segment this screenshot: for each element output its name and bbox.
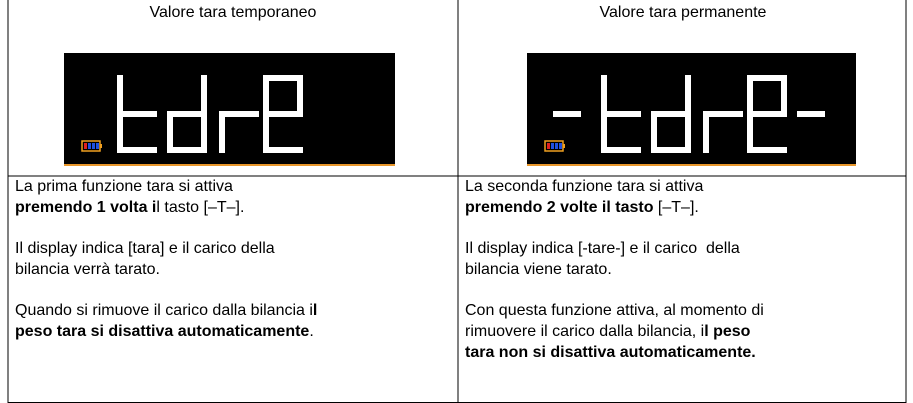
lcd-glyph — [651, 75, 691, 153]
text-line: premendo 1 volta il tasto [–T–]. — [15, 199, 244, 216]
battery-cell — [551, 143, 554, 149]
lcd-glyph — [263, 75, 303, 153]
battery-cell — [547, 143, 550, 149]
battery-icon — [544, 140, 565, 152]
text-line: premendo 2 volte il tasto [–T–]. — [465, 199, 699, 216]
text-run: . — [309, 323, 313, 340]
lcd-glyph — [747, 75, 787, 153]
text-run: La seconda funzione tara si attiva — [465, 178, 703, 195]
lcd-display — [64, 53, 395, 166]
text-line: tara non si disattiva automaticamente. — [465, 344, 756, 361]
lcd-glyph — [117, 75, 157, 153]
text-line: Il display indica [-tare-] e il carico d… — [465, 240, 740, 257]
text-run: peso tara si disattiva automaticamente — [15, 323, 309, 340]
battery-cell — [96, 143, 99, 149]
text-run: [–T–]. — [653, 199, 698, 216]
battery-cell — [84, 143, 87, 149]
battery-tip — [100, 144, 102, 148]
text-run: bilancia viene tarato. — [465, 261, 612, 278]
column-header: Valore tara temporaneo — [150, 4, 317, 21]
lcd-glyph — [167, 75, 207, 153]
text-line: bilancia viene tarato. — [465, 261, 612, 278]
battery-cell — [88, 143, 91, 149]
column-header: Valore tara permanente — [600, 4, 767, 21]
battery-cell — [92, 143, 95, 149]
text-line: La prima funzione tara si attiva — [15, 178, 233, 195]
text-run: rimuovere il carico dalla bilancia, i — [465, 323, 704, 340]
lcd-glyph — [703, 111, 743, 153]
battery-tip — [563, 144, 565, 148]
text-line: Quando si rimuove il carico dalla bilanc… — [15, 302, 317, 319]
text-run: l — [313, 302, 317, 319]
lcd-display — [527, 53, 856, 166]
text-line: rimuovere il carico dalla bilancia, il p… — [465, 323, 751, 340]
text-run: Quando si rimuove il carico dalla bilanc… — [15, 302, 313, 319]
text-line: bilancia verrà tarato. — [15, 261, 160, 278]
text-run: Con questa funzione attiva, al momento d… — [465, 302, 764, 319]
text-line: Il display indica [tara] e il carico del… — [15, 240, 275, 257]
text-run: l peso — [704, 323, 750, 340]
text-line: Con questa funzione attiva, al momento d… — [465, 302, 764, 319]
battery-cell — [559, 143, 562, 149]
text-run: premendo 2 volte il tasto — [465, 199, 654, 216]
text-line: La seconda funzione tara si attiva — [465, 178, 703, 195]
text-line: peso tara si disattiva automaticamente. — [15, 323, 314, 340]
text-run: premendo 1 volta i — [15, 199, 156, 216]
text-run: La prima funzione tara si attiva — [15, 178, 233, 195]
text-run: tara non si disattiva automaticamente. — [465, 344, 756, 361]
lcd-glyph — [219, 111, 259, 153]
battery-icon — [81, 140, 102, 152]
text-run: l tasto [–T–]. — [156, 199, 244, 216]
text-run: Il display indica [tara] e il carico del… — [15, 240, 275, 257]
text-run: Il display indica [-tare-] e il carico d… — [465, 240, 740, 257]
battery-cell — [555, 143, 558, 149]
text-run: bilancia verrà tarato. — [15, 261, 160, 278]
lcd-glyph — [601, 75, 641, 153]
